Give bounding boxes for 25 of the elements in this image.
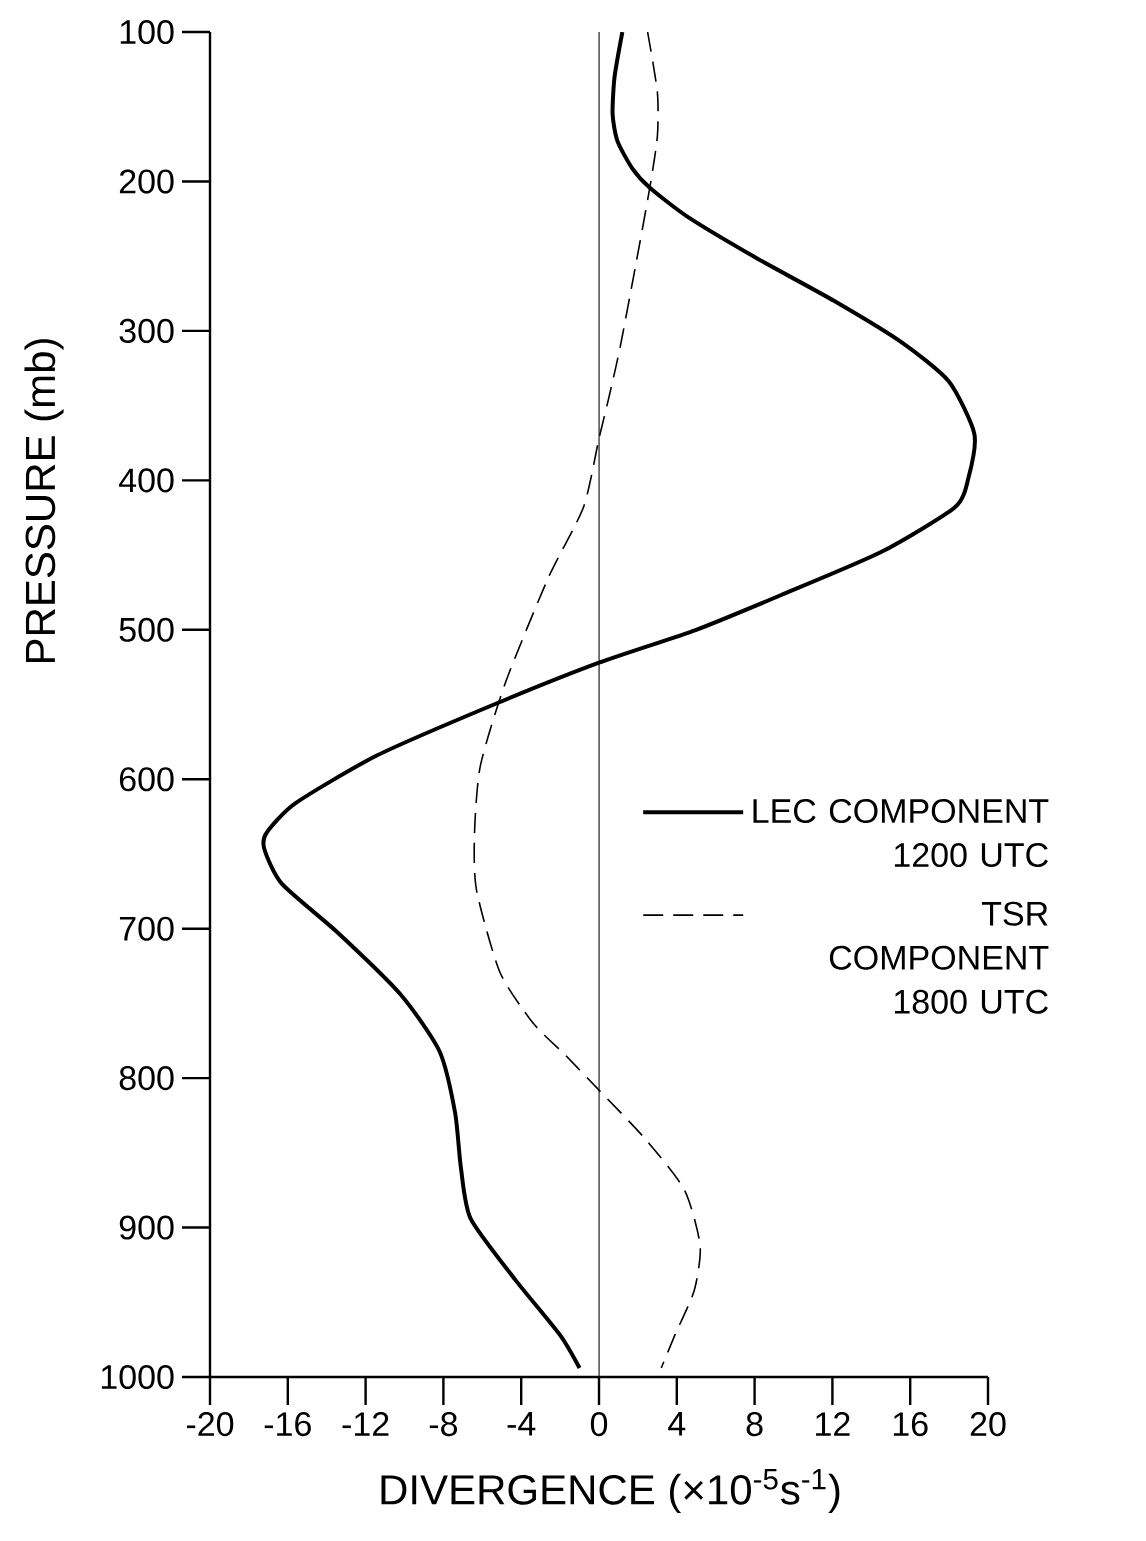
x-tick-label: 4 bbox=[668, 1412, 686, 1436]
x-tick-label: 0 bbox=[590, 1412, 608, 1437]
legend-label: LEC COMPONENT 1200 UTC bbox=[753, 798, 1049, 868]
text: TSR COMPONENT 1800 UTC bbox=[829, 901, 1049, 1014]
y-tick-label: 300 bbox=[119, 318, 174, 343]
x-tick-label: -8 bbox=[429, 1412, 458, 1437]
x-tick-label: -12 bbox=[342, 1412, 389, 1436]
x-axis-title: DIVERGENCE (×10$^{-5}$s$^{-1}$) bbox=[381, 1469, 840, 1513]
y-tick-label: 200 bbox=[119, 169, 174, 194]
y-tick-label: 500 bbox=[119, 617, 174, 642]
x-tick-label: -16 bbox=[264, 1412, 311, 1437]
y-axis-title: PRESSURE (mb) bbox=[24, 339, 64, 663]
y-tick-label: 900 bbox=[119, 1215, 174, 1240]
y-tick-label: 400 bbox=[118, 468, 174, 493]
y-tick-label: 700 bbox=[119, 916, 174, 941]
x-tick-label: -4 bbox=[507, 1412, 536, 1436]
x-tick-label: 12 bbox=[816, 1412, 850, 1436]
x-tick-label: -20 bbox=[186, 1412, 234, 1437]
x-tick-label: 8 bbox=[746, 1412, 763, 1437]
x-tick-label: 20 bbox=[970, 1412, 1006, 1437]
y-tick-label: 100 bbox=[120, 19, 174, 45]
y-tick-label: 1000 bbox=[101, 1364, 174, 1390]
y-tick-label: 600 bbox=[119, 767, 174, 792]
x-tick-label: 16 bbox=[893, 1412, 928, 1437]
y-tick-label: 800 bbox=[119, 1066, 174, 1091]
